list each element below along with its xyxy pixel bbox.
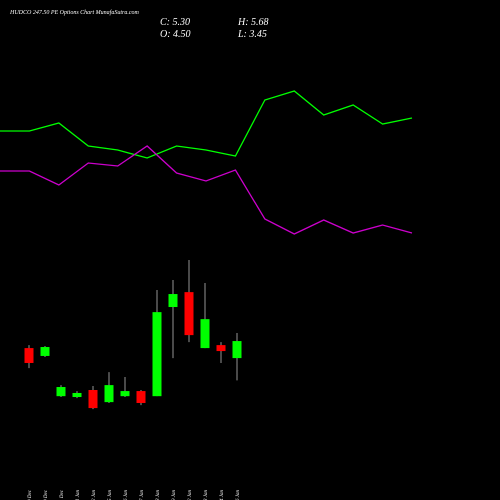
high-label: H: 5.68 xyxy=(237,17,269,28)
candle-body xyxy=(168,294,178,308)
x-tick-label: 01 Jan xyxy=(76,490,81,500)
candle-body xyxy=(24,348,34,363)
candle-body xyxy=(104,385,114,403)
indicator-line xyxy=(0,145,413,235)
candle-body xyxy=(40,347,50,356)
x-tick-label: 08 Jan xyxy=(156,490,161,500)
candle-body xyxy=(184,292,194,336)
candle-body xyxy=(152,312,162,397)
open-label: O: 4.50 xyxy=(160,29,191,40)
candle-body xyxy=(200,319,210,349)
x-tick-label: 13 Jan xyxy=(204,490,209,500)
x-tick-label: 16 Jan xyxy=(236,490,241,500)
x-tick-label: 29 Dec xyxy=(28,489,33,500)
x-tick-label: 14 Jan xyxy=(220,490,225,500)
candle-body xyxy=(88,390,98,409)
x-tick-label: 06 Jan xyxy=(124,490,129,500)
x-tick-label: 07 Jan xyxy=(140,490,145,500)
candle-body xyxy=(120,391,130,397)
x-tick-label: 09 Jan xyxy=(172,490,177,500)
indicator-line xyxy=(0,90,413,159)
candle-body xyxy=(56,387,66,397)
x-tick-label: 30 Dec xyxy=(44,489,49,500)
x-tick-label: 12 Jan xyxy=(188,490,193,500)
candle-body xyxy=(232,341,242,359)
candle-body xyxy=(136,391,146,403)
x-tick-label: 05 Jan xyxy=(108,490,113,500)
close-label: C: 5.30 xyxy=(160,17,190,28)
candle-body xyxy=(216,345,226,352)
chart-title: HUDCO 247.50 PE Options Chart MunafaSutr… xyxy=(9,9,140,16)
x-tick-label: 31 Dec xyxy=(60,489,65,500)
x-tick-label: 02 Jan xyxy=(92,490,97,500)
low-label: L: 3.45 xyxy=(237,29,267,40)
candle-body xyxy=(72,392,82,398)
